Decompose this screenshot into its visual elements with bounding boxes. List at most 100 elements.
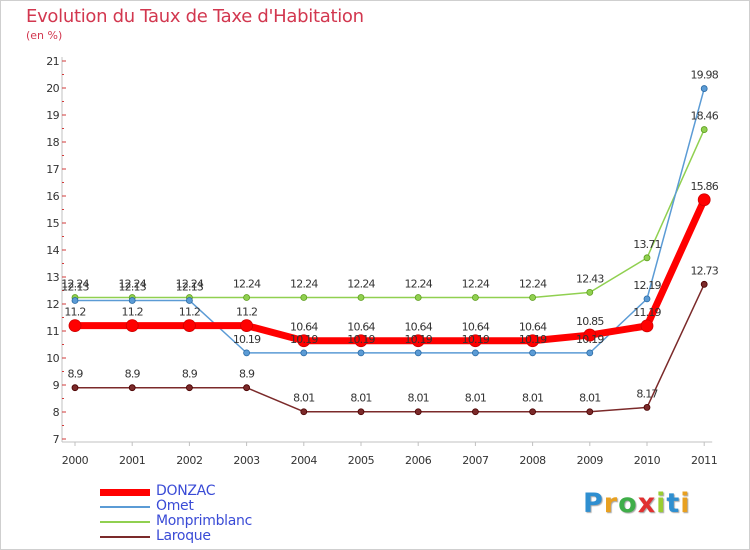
data-label-donzac: 11.19: [633, 306, 661, 319]
data-point-omet: [643, 295, 651, 303]
data-point-omet: [300, 349, 308, 357]
data-label-laroque: 8.01: [350, 392, 371, 405]
series-line-omet: [74, 87, 705, 354]
data-point-monprimblanc: [357, 294, 365, 301]
data-label-omet: 10.19: [347, 333, 375, 346]
legend-label: Omet: [156, 498, 194, 514]
data-point-omet: [71, 297, 79, 304]
y-tick-label: 8: [53, 406, 60, 419]
logo-letter: r: [603, 488, 619, 519]
data-label-donzac: 11.2: [179, 306, 200, 319]
data-label-laroque: 8.9: [125, 368, 141, 381]
series-omet: [71, 85, 708, 357]
x-tick-label: 2011: [691, 454, 717, 467]
y-tick-label: 15: [46, 217, 59, 230]
data-label-donzac: 10.64: [462, 321, 490, 334]
data-point-omet: [586, 349, 594, 357]
data-label-laroque: 8.01: [579, 392, 600, 405]
data-label-omet: 19.98: [690, 69, 718, 82]
data-label-monprimblanc: 13.71: [633, 238, 661, 251]
y-tick-label: 7: [53, 433, 60, 446]
series-line-donzac: [71, 196, 708, 345]
data-label-donzac: 11.2: [122, 306, 143, 319]
legend-label: DONZAC: [156, 483, 216, 499]
y-tick-label: 10: [46, 352, 59, 365]
data-label-omet: 10.19: [576, 333, 604, 346]
y-tick-label: 18: [46, 136, 59, 149]
data-point-omet: [414, 349, 422, 357]
legend-label: Laroque: [156, 528, 211, 544]
data-point-laroque: [586, 408, 594, 416]
x-tick-label: 2004: [291, 454, 318, 467]
data-point-monprimblanc: [243, 294, 251, 301]
data-point-donzac: [583, 328, 597, 342]
x-tick-label: 2010: [634, 454, 661, 467]
x-tick-label: 2007: [462, 454, 489, 467]
data-label-laroque: 12.73: [690, 264, 718, 277]
chart-title: Evolution du Taux de Taxe d'Habitation: [26, 6, 364, 27]
data-point-omet: [128, 297, 136, 304]
data-label-monprimblanc: 12.24: [290, 278, 318, 291]
x-tick-label: 2001: [119, 454, 145, 467]
data-label-monprimblanc: 12.24: [404, 278, 432, 291]
logo-letter: o: [618, 488, 638, 519]
logo-letter: i: [680, 488, 691, 519]
proxiti-logo[interactable]: Proxiti: [583, 488, 691, 519]
data-point-laroque: [414, 408, 422, 416]
data-label-laroque: 8.9: [239, 368, 255, 381]
data-point-laroque: [128, 384, 136, 392]
data-point-monprimblanc: [643, 254, 651, 262]
data-label-donzac: 10.64: [404, 321, 432, 334]
data-point-monprimblanc: [414, 294, 422, 301]
x-tick-label: 2003: [233, 454, 260, 467]
data-label-monprimblanc: 12.43: [576, 272, 604, 285]
logo-letter: i: [656, 488, 667, 519]
axes: 7 8 9 10 11 12 13 14 15 16 17 18 19 20 21 2000 2001 2002 2…: [46, 55, 718, 467]
legend-swatch: [100, 506, 150, 508]
data-label-omet: 10.19: [404, 333, 432, 346]
data-label-monprimblanc: 12.24: [61, 278, 89, 291]
legend-swatch: [100, 536, 150, 538]
y-tick-label: 11: [46, 325, 59, 338]
logo-letter: P: [583, 488, 604, 519]
y-tick-label: 17: [46, 163, 59, 176]
data-label-donzac: 10.64: [290, 321, 318, 334]
data-point-laroque: [300, 408, 308, 416]
data-label-monprimblanc: 12.24: [462, 278, 490, 291]
data-label-laroque: 8.01: [465, 392, 486, 405]
data-label-monprimblanc: 12.24: [233, 278, 261, 291]
data-label-omet: 12.19: [633, 279, 661, 292]
data-point-laroque: [185, 384, 193, 392]
data-label-omet: 10.19: [519, 333, 547, 346]
data-labels: 12.24 12.24 12.24 12.24 12.24 12.24 12.24 12.24…: [61, 69, 719, 405]
series-layer: [68, 85, 711, 416]
data-point-omet: [529, 349, 536, 357]
data-point-donzac: [354, 334, 368, 348]
series-laroque: [71, 280, 708, 416]
data-label-monprimblanc: 12.24: [347, 278, 375, 291]
data-label-monprimblanc: 12.24: [118, 278, 146, 291]
data-label-omet: 12.13: [118, 280, 146, 293]
data-point-donzac: [526, 334, 539, 348]
data-point-laroque: [471, 408, 479, 416]
data-point-monprimblanc: [700, 126, 708, 133]
data-point-monprimblanc: [529, 294, 536, 301]
data-label-donzac: 10.64: [519, 321, 547, 334]
data-point-omet: [471, 349, 479, 357]
legend-swatch: [100, 521, 150, 523]
data-point-monprimblanc: [471, 294, 479, 301]
legend-label: Monprimblanc: [156, 513, 253, 529]
data-point-laroque: [529, 408, 536, 416]
y-tick-label: 16: [46, 190, 59, 203]
data-point-laroque: [643, 404, 651, 411]
data-label-laroque: 8.01: [522, 392, 543, 405]
data-point-donzac: [125, 319, 139, 333]
data-point-donzac: [182, 319, 196, 333]
y-tick-label: 19: [46, 109, 59, 122]
data-label-omet: 12.13: [176, 280, 204, 293]
y-tick-label: 20: [46, 82, 59, 95]
data-label-omet: 12.13: [61, 280, 89, 293]
series-line-laroque: [74, 283, 705, 413]
data-label-laroque: 8.9: [182, 368, 198, 381]
